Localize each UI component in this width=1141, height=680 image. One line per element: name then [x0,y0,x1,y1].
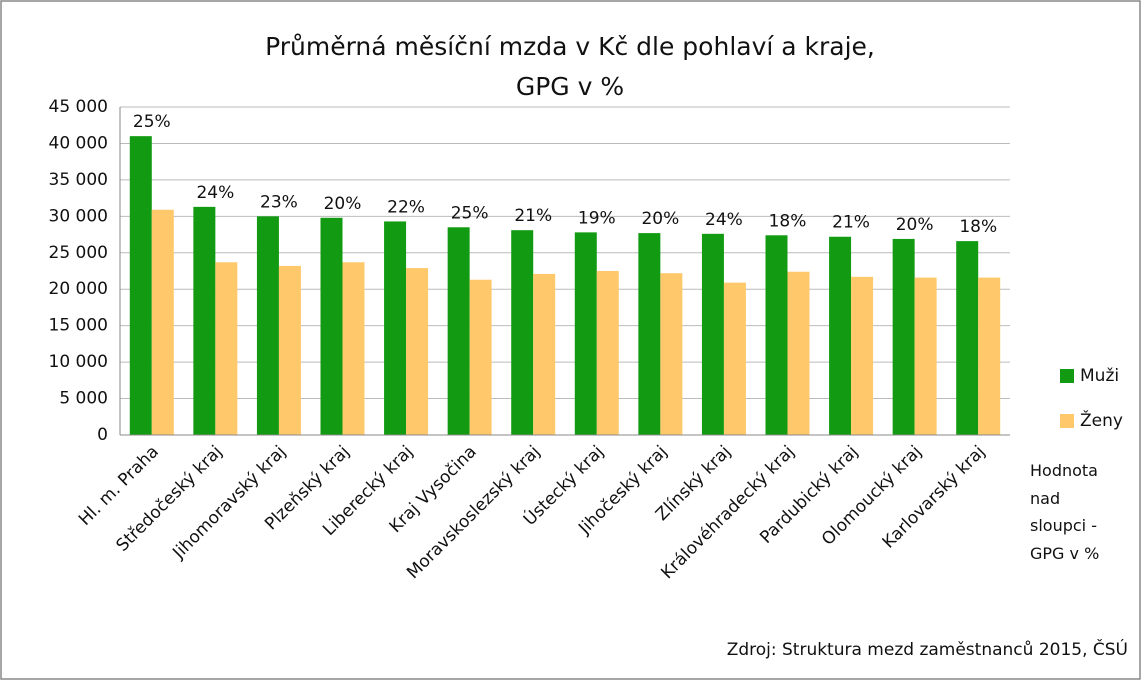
legend-label: Muži [1080,366,1119,386]
y-tick-label: 5 000 [59,389,108,409]
gpg-label: 24% [705,210,743,230]
bar [320,217,343,435]
gpg-label: 24% [196,183,234,203]
bar [129,136,152,435]
bar [660,273,683,435]
y-tick-label: 10 000 [49,352,108,372]
legend-label: Ženy [1080,409,1123,431]
legend-swatch [1060,414,1074,428]
y-tick-label: 25 000 [49,243,108,263]
y-tick-label: 35 000 [49,170,108,190]
bar [342,262,365,435]
bar [892,238,915,435]
bar [256,216,279,435]
bar [215,262,238,435]
bar [384,221,407,435]
gpg-label: 21% [514,206,552,226]
source: Zdroj: Struktura mezd zaměstnanců 2015, … [727,638,1128,660]
gpg-label: 23% [260,192,298,212]
legend-swatch [1060,369,1074,383]
bar [851,276,874,435]
bar [723,282,746,435]
bar [193,206,216,435]
gpg-label: 18% [769,211,807,231]
y-tick-label: 45 000 [49,97,108,117]
bar [533,273,556,435]
gpg-label: 20% [641,209,679,229]
gpg-label: 20% [324,194,362,214]
bar [447,227,470,435]
y-tick-label: 40 000 [49,133,108,153]
bar [701,233,724,435]
bar [511,230,534,435]
bar [151,209,174,435]
bar [978,277,1001,435]
bar [914,277,937,435]
gpg-label: 25% [133,112,171,132]
bar [574,232,597,435]
gpg-label: 22% [387,197,425,217]
gpg-label: 21% [832,213,870,233]
y-tick-label: 0 [97,425,108,445]
gpg-label: 20% [896,215,934,235]
y-tick-label: 30 000 [49,206,108,226]
bar [787,271,810,435]
bar [596,271,619,435]
bar [765,235,788,435]
bar [638,233,661,435]
bar [406,268,429,435]
chart-title: Průměrná měsíční mzda v Kč dle pohlaví a… [265,32,875,61]
y-tick-label: 15 000 [49,316,108,336]
gpg-label: 19% [578,208,616,228]
bar [956,241,979,435]
bar [829,236,852,435]
bar [469,279,492,435]
chart-title: GPG v % [516,72,624,101]
y-tick-label: 20 000 [49,279,108,299]
gpg-label: 18% [959,217,997,237]
note: Hodnota nad sloupci - GPG v % [1030,461,1100,563]
bar [278,265,301,435]
gpg-label: 25% [451,203,489,223]
